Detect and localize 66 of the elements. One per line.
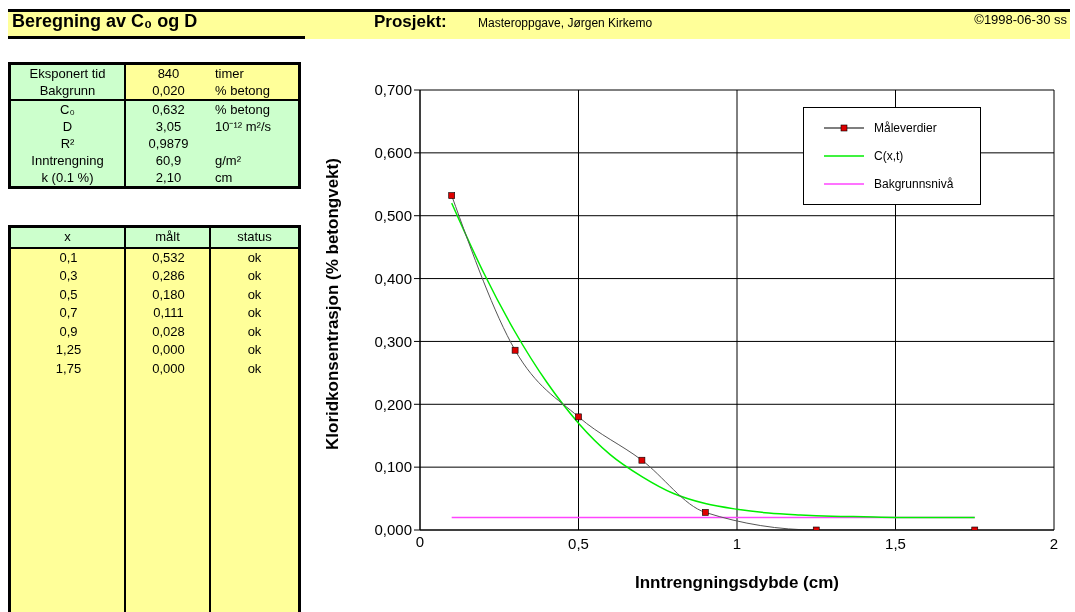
text: 1,25 [54,341,83,359]
y-tick-label: 0,400 [374,269,412,287]
text: ok [246,359,263,378]
text: 1,75 [54,359,83,378]
text: ok [246,322,263,341]
y-tick-label: 0,200 [374,395,412,413]
x-tick-label: 1,5 [885,534,906,552]
text: Beregning av C₀ og D [12,11,198,32]
text: Prosjekt: [374,12,447,32]
text: 0,000 [151,341,186,359]
text: 0,028 [151,322,186,341]
text: timer [214,65,245,82]
text: 0,000 [151,359,186,378]
text: ok [246,248,263,267]
text: Bakgrunn [11,82,126,99]
text: 0,111 [152,304,185,322]
legend-label: Bakgrunnsnivå [874,177,954,191]
y-tick-label: 0,600 [374,144,412,162]
text: x [11,228,126,247]
text: g/m² [214,152,242,169]
text: % betong [214,82,271,99]
y-axis-title: Kloridkonsentrasjon (% betongvekt) [323,158,343,450]
text: målt [126,228,211,247]
text: 0,7 [58,304,79,322]
text: D [11,118,126,135]
x-tick-label: 1 [732,534,742,552]
y-tick-label: 0,700 [374,81,412,99]
text: 0,5 [58,285,79,304]
legend-label: C(x,t) [874,149,904,163]
text: 840 [156,65,181,82]
text: C₀ [11,101,126,118]
text: Eksponert tid [11,65,126,82]
x-tick-label: 0,5 [568,534,589,552]
text: ©1998-06-30 ss [974,12,1067,27]
text: 0,532 [151,248,186,267]
text: 0,020 [151,82,186,99]
text: R² [11,135,126,152]
y-tick-label: 0,300 [374,332,412,350]
text: Inntrengning [11,152,126,169]
text: 0,9 [58,322,79,341]
y-tick-label: 0,100 [374,458,412,476]
text: 2,10 [154,169,183,186]
text: ok [246,267,263,285]
text: 0,9879 [147,135,190,152]
text: Masteroppgave, Jørgen Kirkemo [478,16,653,30]
text: ok [246,285,263,304]
text: 3,05 [154,118,183,135]
text: k (0.1 %) [11,169,126,186]
text: ok [246,341,263,359]
x-tick-label: 2 [1049,534,1059,552]
x-axis-title: Inntrengningsdybde (cm) [635,573,839,592]
text: % betong [214,101,271,118]
text: cm [214,169,234,186]
text: 0,632 [151,101,186,118]
text: status [211,228,298,247]
text: ok [246,304,263,322]
y-tick-label: 0,000 [374,521,412,539]
legend-label: Måleverdier [874,121,937,135]
x-tick-label: 0 [415,533,425,550]
text: 0,180 [151,285,186,304]
text: 60,9 [154,152,183,169]
y-tick-label: 0,500 [374,207,412,225]
text: 0,3 [58,267,79,285]
text: 10⁻¹² m²/s [214,118,272,135]
text: 0,1 [58,248,79,267]
text: 0,286 [151,267,186,285]
